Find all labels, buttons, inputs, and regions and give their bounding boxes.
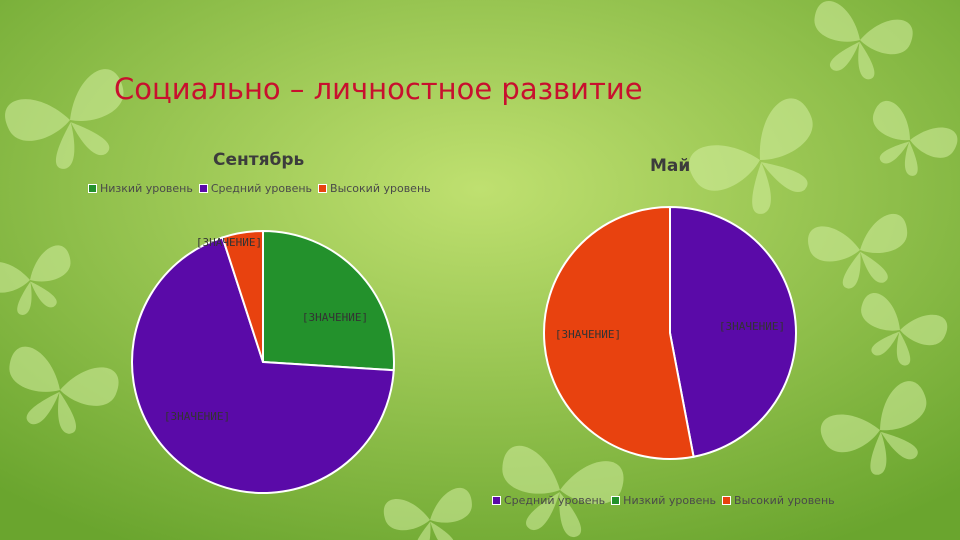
legend-label: Средний уровень — [210, 182, 313, 195]
legend-item: Низкий уровень — [611, 494, 716, 507]
pie-slice — [669, 205, 797, 458]
legend-item: Высокий уровень — [722, 494, 835, 507]
legend-item: Средний уровень — [492, 494, 605, 507]
data-label: [ЗНАЧЕНИЕ] — [302, 311, 368, 324]
pie-slice — [543, 205, 695, 460]
slide-title: Социально – личностное развитие — [114, 72, 643, 106]
legend-label: Высокий уровень — [734, 494, 835, 507]
legend-label: Средний уровень — [504, 494, 606, 507]
legend-label: Высокий уровень — [330, 182, 431, 195]
legend-swatch — [492, 496, 501, 505]
legend-may: Средний уровень Низкий уровень Высокий уро… — [492, 494, 841, 507]
data-label: [ЗНАЧЕНИЕ] — [719, 320, 785, 333]
chart-title-may: Май — [650, 156, 691, 176]
legend-swatch — [318, 184, 328, 193]
pie-slice — [221, 229, 264, 363]
legend-item: Низкий уровень — [88, 182, 193, 195]
legend-label: Низкий уровень — [623, 494, 717, 507]
legend-swatch — [611, 496, 621, 505]
pie-slice — [131, 236, 395, 494]
data-label: [ЗНАЧЕНИЕ] — [196, 236, 262, 249]
legend-item: Высокий уровень — [318, 182, 431, 195]
data-label: [ЗНАЧЕНИЕ] — [555, 328, 621, 341]
legend-label: Низкий уровень — [100, 182, 193, 195]
pie-slice — [262, 229, 395, 372]
chart-title-september: Сентябрь — [213, 150, 305, 170]
data-label: [ЗНАЧЕНИЕ] — [164, 410, 230, 423]
legend-swatch — [722, 496, 732, 505]
legend-swatch — [198, 184, 208, 193]
legend-september: Низкий уровень Средний уровень Высокий уро… — [88, 182, 437, 195]
legend-swatch — [88, 184, 97, 193]
legend-item: Средний уровень — [198, 182, 313, 195]
